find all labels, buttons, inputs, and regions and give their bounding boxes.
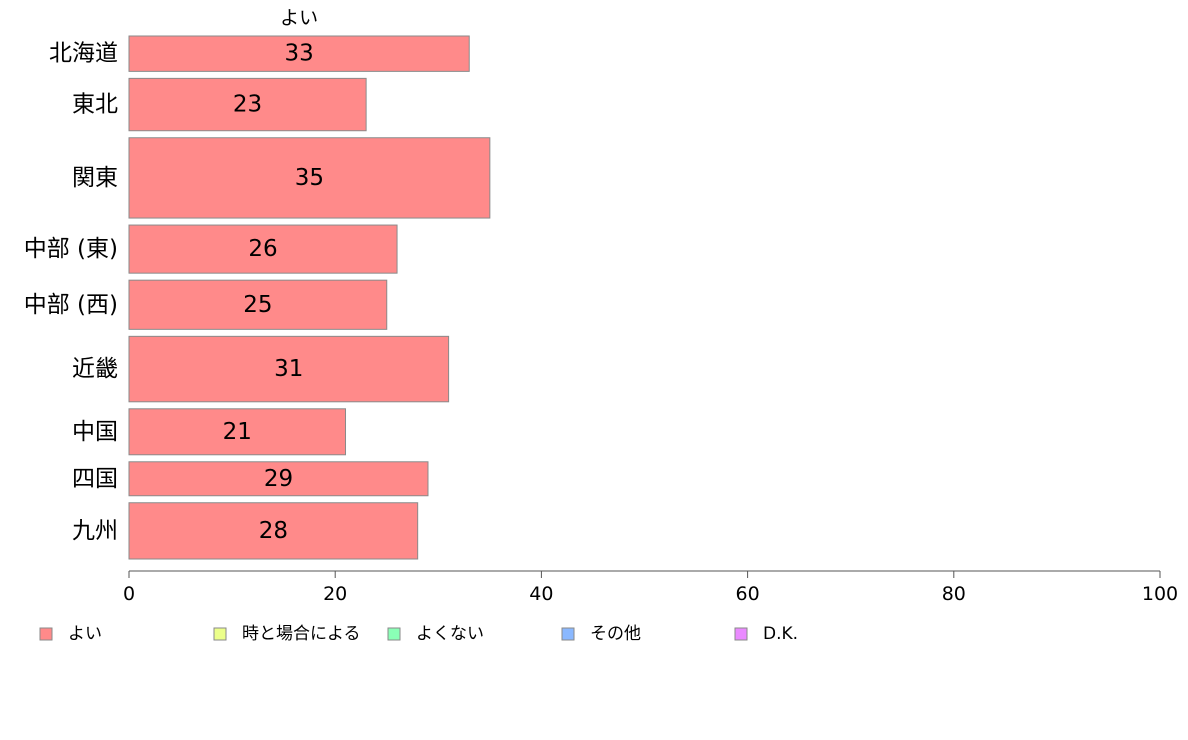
legend-label: よい <box>68 624 102 644</box>
bar <box>128 35 470 72</box>
data-label: 23 <box>233 92 262 118</box>
bar <box>128 502 419 560</box>
x-tick-label: 20 <box>323 583 347 605</box>
bar <box>128 279 388 330</box>
category-label: 九州 <box>72 518 118 544</box>
data-label: 21 <box>223 419 252 445</box>
legend-swatch <box>561 627 575 641</box>
legend-swatch <box>387 627 401 641</box>
category-label: 関東 <box>72 165 118 191</box>
legend-label: 時と場合による <box>242 624 361 644</box>
data-label: 29 <box>264 466 293 492</box>
x-tick-label: 100 <box>1142 583 1178 605</box>
data-label: 28 <box>259 518 288 544</box>
data-label: 26 <box>248 236 277 262</box>
legend-swatch <box>734 627 748 641</box>
x-tick-label: 0 <box>123 583 135 605</box>
category-label: 中部 (西) <box>24 292 118 318</box>
bar <box>128 137 491 219</box>
bar <box>128 461 429 497</box>
bar <box>128 224 398 274</box>
bar <box>128 335 450 403</box>
legend-swatch <box>39 627 53 641</box>
x-tick-label: 40 <box>529 583 553 605</box>
data-label: 35 <box>295 165 324 191</box>
category-label: 近畿 <box>72 356 118 382</box>
legend-swatch <box>213 627 227 641</box>
bar <box>128 408 347 456</box>
bar <box>128 77 367 132</box>
bars-layer: 北海道 33 東北 23 関東 35 中部 (東) 26 中部 (西) 25 近畿 31 中国 21 四国 2… <box>24 35 491 560</box>
x-axis: 0 20 40 60 80 100 <box>123 570 1178 605</box>
column-header: よい <box>280 7 318 29</box>
legend-label: D.K. <box>763 624 798 644</box>
x-tick-label: 60 <box>736 583 760 605</box>
x-tick-label: 80 <box>942 583 966 605</box>
category-label: 東北 <box>72 92 118 118</box>
category-label: 中部 (東) <box>24 236 118 262</box>
data-label: 33 <box>284 41 313 67</box>
legend-label: その他 <box>590 624 641 644</box>
legend: よい 時と場合による よくない その他 D.K. <box>39 624 798 644</box>
category-label: 中国 <box>72 419 118 445</box>
legend-label: よくない <box>416 624 484 644</box>
category-label: 四国 <box>72 466 118 492</box>
header-layer: よい <box>280 7 318 29</box>
category-label: 北海道 <box>49 41 118 67</box>
data-label: 31 <box>274 356 303 382</box>
data-label: 25 <box>243 292 272 318</box>
